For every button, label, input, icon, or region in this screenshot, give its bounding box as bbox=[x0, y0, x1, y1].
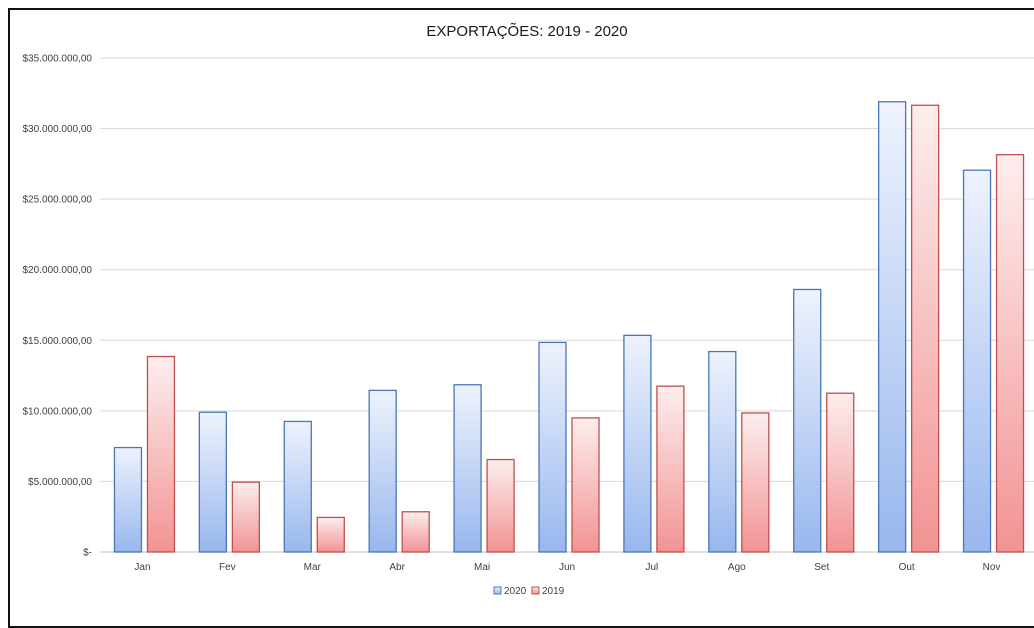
x-axis-ticks: Jan Fev Mar Abr Mai Jun Jul Ago Set Out Nov bbox=[134, 562, 1000, 573]
bar-2020-jun bbox=[538, 341, 567, 553]
bar-2019-nov bbox=[995, 154, 1025, 553]
y-tick-label: $15.000.000,00 bbox=[22, 336, 92, 347]
bar-2019-jan bbox=[146, 355, 176, 553]
legend-label-2020: 2020 bbox=[504, 586, 527, 597]
bar-2019-jun bbox=[571, 417, 600, 553]
x-tick-label: Jun bbox=[559, 562, 575, 573]
legend: 2020 2019 bbox=[493, 586, 565, 597]
y-tick-label: $- bbox=[83, 548, 92, 559]
x-tick-label: Abr bbox=[389, 562, 405, 573]
bar-2020-ago bbox=[708, 350, 737, 553]
x-tick-label: Nov bbox=[983, 562, 1001, 573]
x-tick-label: Jan bbox=[134, 562, 150, 573]
bar-2019-set bbox=[826, 392, 855, 553]
bar-2020-nov bbox=[962, 169, 992, 553]
bar-2019-mar bbox=[316, 516, 345, 553]
y-tick-label: $25.000.000,00 bbox=[22, 195, 92, 206]
x-tick-label: Fev bbox=[219, 562, 236, 573]
x-tick-label: Ago bbox=[728, 562, 746, 573]
y-tick-label: $5.000.000,00 bbox=[28, 477, 92, 488]
legend-swatch-2019 bbox=[531, 586, 540, 595]
chart-title: EXPORTAÇÕES: 2019 - 2020 bbox=[426, 23, 627, 40]
bar-2019-mai bbox=[486, 458, 515, 553]
bar-2020-mar bbox=[283, 420, 312, 553]
bar-2020-fev bbox=[198, 411, 228, 553]
y-axis-ticks: $- $5.000.000,00 $10.000.000,00 $15.000.000… bbox=[22, 54, 92, 559]
bar-2020-set bbox=[793, 288, 822, 553]
bars bbox=[113, 101, 1025, 553]
bar-2020-out bbox=[877, 101, 907, 553]
x-tick-label: Mai bbox=[474, 562, 490, 573]
bar-2019-ago bbox=[741, 412, 770, 553]
y-tick-label: $35.000.000,00 bbox=[22, 54, 92, 65]
x-tick-label: Jul bbox=[646, 562, 659, 573]
bar-2020-jul bbox=[623, 334, 652, 553]
legend-swatch-2020 bbox=[493, 586, 502, 595]
y-tick-label: $30.000.000,00 bbox=[22, 124, 92, 135]
bar-2019-abr bbox=[401, 511, 430, 553]
bar-2019-out bbox=[910, 104, 940, 553]
y-tick-label: $20.000.000,00 bbox=[22, 265, 92, 276]
bar-2019-jul bbox=[656, 385, 685, 553]
bar-chart: EXPORTAÇÕES: 2019 - 2020 $- $5.000.000,00… bbox=[22, 23, 1034, 597]
x-tick-label: Mar bbox=[304, 562, 322, 573]
bar-2020-jan bbox=[113, 446, 143, 553]
y-tick-label: $10.000.000,00 bbox=[22, 406, 92, 417]
x-tick-label: Out bbox=[899, 562, 915, 573]
bar-2020-mai bbox=[453, 384, 482, 553]
bar-2020-abr bbox=[368, 389, 397, 553]
chart-frame bbox=[8, 8, 1034, 628]
x-tick-label: Set bbox=[814, 562, 829, 573]
legend-label-2019: 2019 bbox=[542, 586, 565, 597]
bar-2019-fev bbox=[231, 481, 261, 553]
